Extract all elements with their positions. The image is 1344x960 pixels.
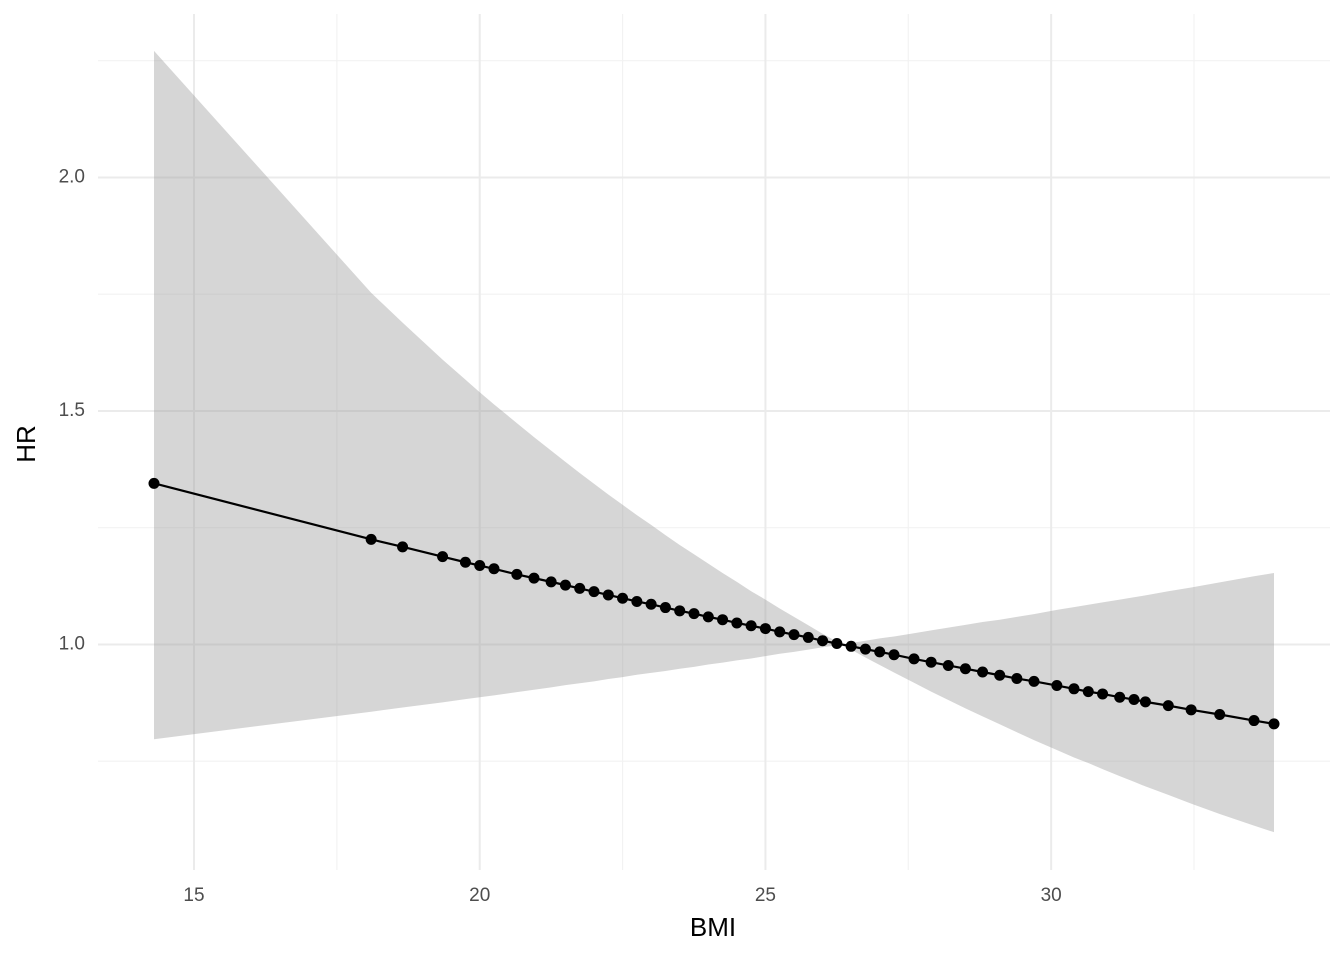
point <box>774 626 786 638</box>
point <box>574 582 586 594</box>
point <box>977 666 989 678</box>
point <box>1185 704 1197 716</box>
point <box>1162 700 1174 712</box>
point <box>994 669 1006 681</box>
point <box>1068 683 1080 695</box>
point <box>559 579 571 591</box>
point <box>148 477 160 489</box>
point <box>717 614 729 626</box>
y-tick-label: 1.5 <box>59 400 85 421</box>
x-axis-title: BMI <box>690 912 736 942</box>
point <box>617 592 629 604</box>
point <box>488 563 500 575</box>
point <box>942 659 954 671</box>
point <box>511 568 523 580</box>
point <box>788 629 800 641</box>
point <box>702 611 714 623</box>
point <box>1051 680 1063 692</box>
point <box>874 646 886 658</box>
point <box>745 620 757 632</box>
point <box>1128 694 1140 706</box>
point <box>1214 708 1226 720</box>
point <box>1097 688 1109 700</box>
point <box>1011 673 1023 685</box>
point <box>888 649 900 661</box>
point <box>759 623 771 635</box>
point <box>688 608 700 620</box>
y-tick-label: 2.0 <box>59 166 85 187</box>
point <box>631 595 643 607</box>
point <box>802 631 814 643</box>
point <box>959 663 971 675</box>
x-tick-label: 25 <box>755 885 776 906</box>
point <box>1139 696 1151 708</box>
point <box>731 617 743 629</box>
x-tick-label: 15 <box>183 885 204 906</box>
point <box>397 541 409 553</box>
point <box>588 586 600 598</box>
point <box>908 653 920 665</box>
point <box>459 556 471 568</box>
point <box>474 560 486 572</box>
point <box>1248 715 1260 727</box>
point <box>859 643 871 655</box>
point <box>365 533 377 545</box>
x-tick-label: 30 <box>1041 885 1062 906</box>
point <box>602 589 614 601</box>
point <box>1268 718 1280 730</box>
point <box>437 551 449 563</box>
confidence-band <box>154 50 1274 833</box>
point <box>1082 686 1094 698</box>
point <box>659 602 671 614</box>
point <box>528 572 540 584</box>
x-tick-label: 20 <box>469 885 490 906</box>
y-axis-title: HR <box>11 425 41 463</box>
point <box>1028 675 1040 687</box>
point <box>1114 691 1126 703</box>
point <box>674 605 686 617</box>
point <box>645 598 657 610</box>
point <box>925 656 937 668</box>
point <box>817 635 829 647</box>
y-tick-label: 1.0 <box>59 633 85 654</box>
point <box>545 576 557 588</box>
point <box>845 640 857 652</box>
point <box>831 638 843 650</box>
